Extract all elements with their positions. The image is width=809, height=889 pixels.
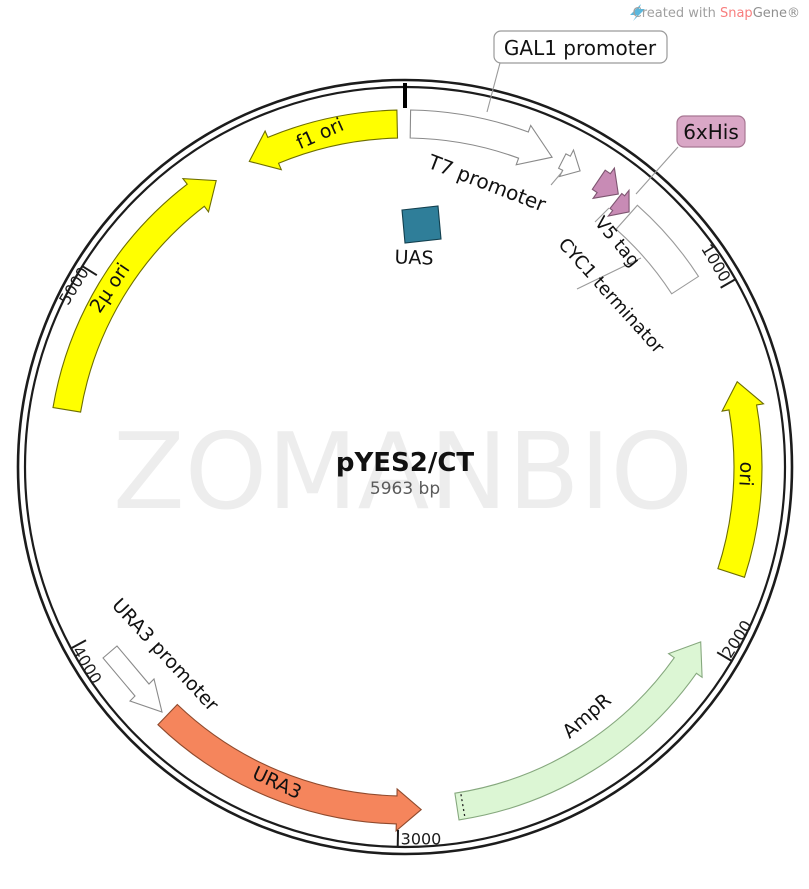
tick-4000 [70, 639, 87, 650]
label-uas: UAS [394, 246, 434, 269]
label-ori: ori [734, 461, 757, 487]
plasmid-outer-ring [16, 78, 794, 856]
label-his6-tag: 6xHis [683, 120, 739, 144]
plasmid-name: pYES2/CT [336, 448, 475, 478]
leader-lines-layer [486, 62, 679, 290]
credit-brand-snap: Snap [720, 6, 753, 21]
label-box-gal1-promoter [493, 30, 668, 64]
credit-prefix: Created with [633, 6, 720, 21]
feature-gal1-promoter [409, 109, 554, 166]
feature-cyc1-terminator [615, 204, 700, 295]
plasmid-size: 5963 bp [370, 479, 440, 499]
tick-5000 [81, 265, 98, 277]
feature-ori [717, 380, 765, 578]
tick-label-3000: 3000 [401, 830, 442, 849]
feature-two-micron-ori [52, 177, 217, 413]
label-box-his6-tag [676, 115, 746, 148]
leader-t7-promoter [550, 171, 563, 186]
credit-brand-gene: Gene® [753, 6, 800, 21]
feature-divider-ampr [460, 794, 466, 818]
leader-gal1-promoter [486, 62, 501, 113]
snapgene-logo-icon [630, 4, 645, 21]
leader-his6-tag [635, 146, 679, 195]
feature-ampr [454, 641, 703, 821]
feature-ura3 [157, 703, 423, 833]
leader-v5-tag [594, 207, 610, 223]
tick-2000 [716, 651, 733, 662]
tick-1000 [720, 278, 736, 289]
features-layer [52, 109, 765, 833]
feature-uas [401, 205, 442, 244]
label-gal1-promoter: GAL1 promoter [504, 36, 657, 60]
snapgene-credit: Created with SnapGene® [633, 6, 800, 21]
feature-t7-promoter [557, 148, 581, 178]
feature-his6-tag [606, 188, 630, 217]
feature-f1-ori [248, 109, 399, 171]
tick-label-1000: 1000 [697, 241, 734, 286]
watermark-text: ZOMANBIO [113, 411, 693, 533]
feature-ura3-promoter [102, 645, 163, 713]
leader-cyc1-terminator [576, 257, 642, 290]
feature-v5-tag [591, 166, 619, 200]
